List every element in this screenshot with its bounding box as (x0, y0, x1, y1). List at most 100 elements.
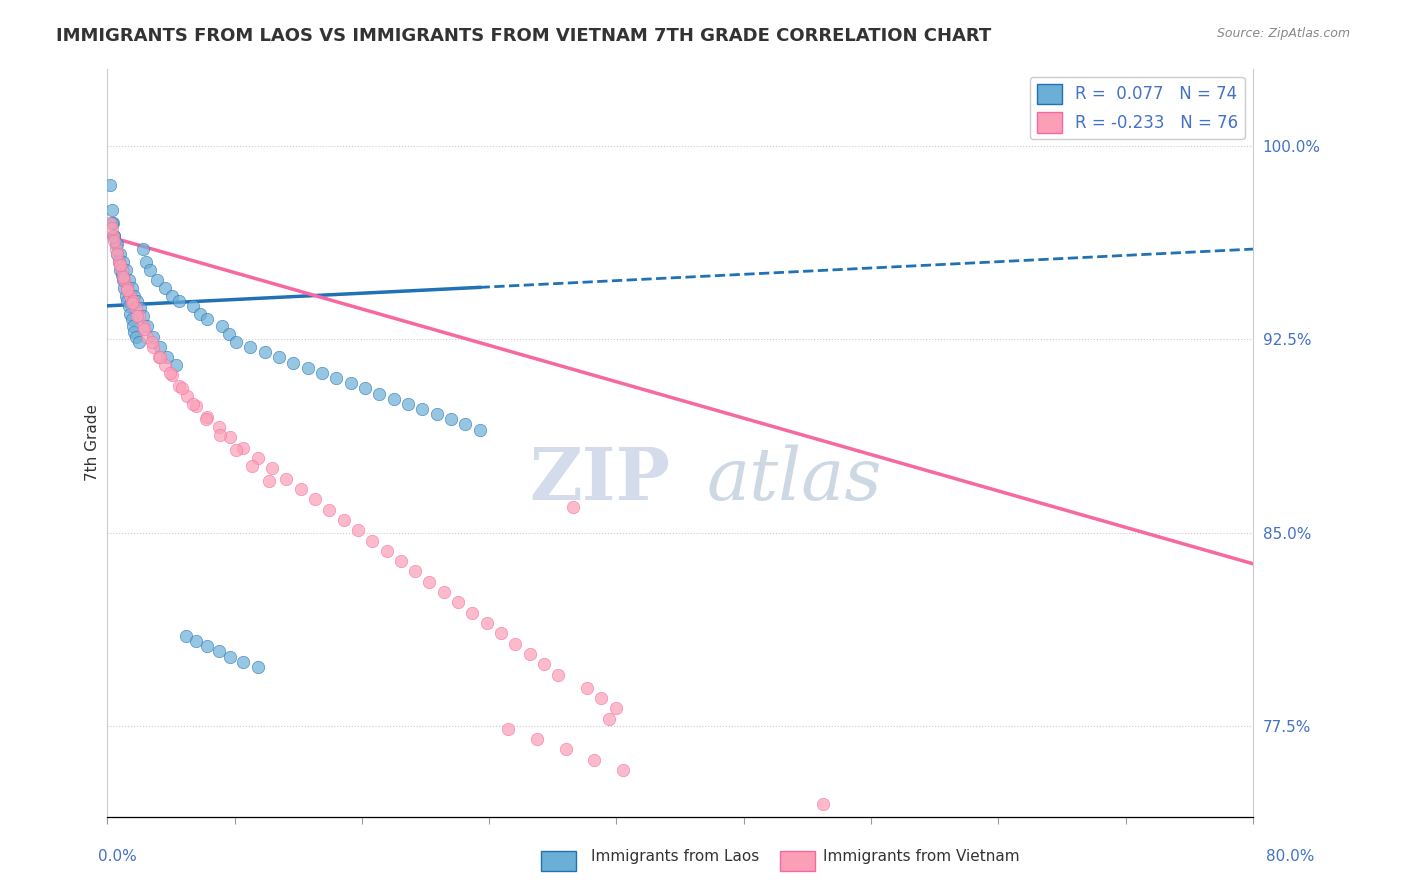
Point (170, 381, 193, 395)
Point (246, 660, 269, 674)
Point (125, 330, 148, 344)
Point (297, 360, 319, 375)
Point (533, 657, 555, 672)
Point (117, 283, 139, 297)
Point (112, 281, 135, 295)
Point (354, 381, 377, 395)
Point (454, 417, 477, 432)
Point (105, 247, 128, 261)
Point (108, 258, 131, 272)
Point (153, 358, 176, 372)
Point (98, 216, 121, 230)
Point (117, 281, 139, 295)
Point (219, 430, 242, 444)
Point (368, 386, 391, 401)
Point (332, 513, 354, 527)
Point (110, 268, 132, 282)
Point (554, 742, 576, 756)
Point (526, 732, 548, 747)
Point (134, 322, 156, 336)
Point (111, 255, 134, 269)
Point (211, 319, 233, 334)
Point (389, 554, 412, 568)
Point (290, 482, 312, 496)
Point (489, 626, 512, 640)
Point (176, 389, 198, 403)
Point (426, 407, 449, 421)
Point (149, 351, 172, 365)
Point (239, 340, 262, 354)
Point (120, 307, 142, 321)
Point (141, 334, 163, 349)
Point (411, 402, 433, 417)
Text: atlas: atlas (707, 445, 883, 516)
Point (100, 221, 122, 235)
Point (240, 458, 263, 473)
Point (311, 366, 333, 380)
Point (139, 262, 162, 277)
Point (225, 443, 247, 458)
Point (276, 472, 298, 486)
Point (475, 616, 498, 631)
Point (100, 216, 122, 230)
Point (156, 351, 179, 365)
Point (115, 262, 138, 277)
Point (184, 634, 207, 648)
Point (188, 307, 211, 321)
Point (195, 412, 218, 426)
Point (146, 273, 169, 287)
Point (107, 255, 129, 269)
Point (253, 345, 276, 359)
Point (132, 319, 155, 334)
Point (103, 235, 125, 249)
Text: Immigrants from Vietnam: Immigrants from Vietnam (823, 849, 1019, 863)
Point (160, 288, 183, 302)
Point (197, 640, 219, 654)
Point (103, 229, 125, 244)
Point (103, 229, 125, 244)
Point (118, 299, 141, 313)
Point (104, 236, 127, 251)
Point (591, 690, 613, 705)
Point (325, 371, 347, 385)
Legend: R =  0.077   N = 74, R = -0.233   N = 76: R = 0.077 N = 74, R = -0.233 N = 76 (1029, 77, 1244, 139)
Point (468, 423, 491, 437)
Point (136, 330, 159, 344)
Point (135, 255, 157, 269)
Point (105, 236, 128, 251)
Point (111, 273, 134, 287)
Point (257, 474, 280, 488)
Point (382, 392, 405, 406)
Point (561, 500, 583, 514)
Point (246, 450, 269, 465)
Point (209, 427, 232, 442)
Point (165, 358, 187, 372)
Point (583, 753, 606, 767)
Point (197, 409, 219, 424)
Point (98, 178, 121, 192)
Point (447, 595, 470, 609)
Point (101, 229, 124, 244)
Point (115, 288, 138, 302)
Point (318, 502, 340, 516)
Point (122, 293, 145, 308)
Point (519, 647, 541, 661)
Point (181, 299, 204, 313)
Point (121, 311, 143, 326)
Point (184, 400, 207, 414)
Point (208, 420, 231, 434)
Point (813, 797, 835, 811)
Point (197, 311, 219, 326)
Point (108, 247, 131, 261)
Point (269, 351, 291, 365)
Point (118, 273, 141, 287)
Point (232, 441, 254, 455)
Point (160, 368, 183, 383)
Point (461, 606, 484, 620)
Text: ZIP: ZIP (530, 444, 671, 516)
Point (124, 325, 146, 339)
Point (148, 351, 170, 365)
Point (120, 288, 142, 302)
Point (128, 334, 150, 349)
Text: 80.0%: 80.0% (1267, 849, 1315, 863)
